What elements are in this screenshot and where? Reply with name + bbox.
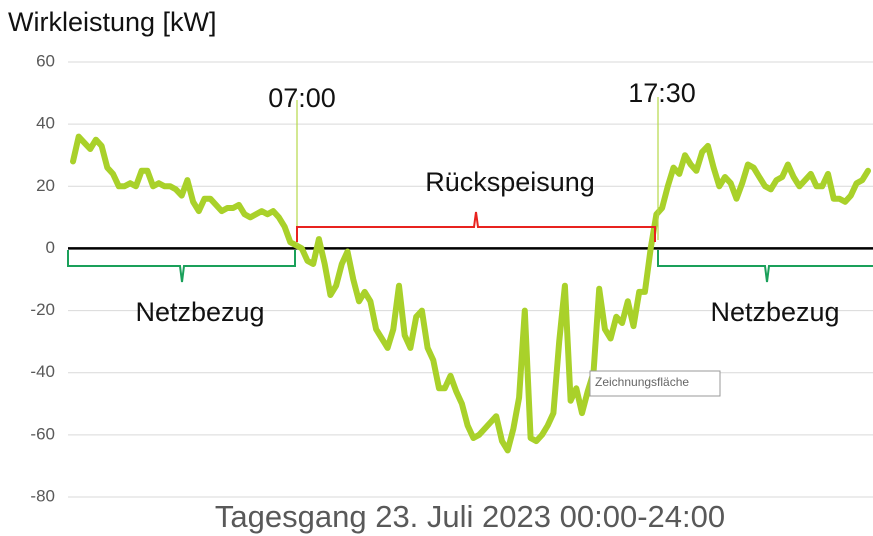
y-tick-label: -20 [30,300,55,319]
y-tick-label: 40 [36,114,55,133]
y-tick-label: -40 [30,362,55,381]
annotation: 17:30 [628,78,696,108]
y-tick-label: -80 [30,486,55,505]
y-tick-label: -60 [30,424,55,443]
annotation: Rückspeisung [425,167,595,197]
bracket-feed-in [296,211,656,242]
y-tick-label: 0 [46,238,55,257]
tooltip-box [589,370,721,397]
grid: -80 -60 -40 -20 0 20 40 60 [30,51,873,505]
annotation: 07:00 [268,83,336,113]
plot [70,133,871,454]
y-tick-label: 20 [36,176,55,195]
chart-title: Wirkleistung [kW] [8,7,217,37]
annotation: Netzbezug [135,297,264,327]
bracket-grid [67,250,296,283]
x-axis-title: Tagesgang 23. Juli 2023 00:00-24:00 [215,499,725,534]
bracket-grid [657,250,873,283]
tooltip: Zeichnungsfläche [595,375,689,389]
y-tick-label: 60 [36,51,55,70]
data-line [70,133,871,454]
annotation: Netzbezug [710,297,839,327]
